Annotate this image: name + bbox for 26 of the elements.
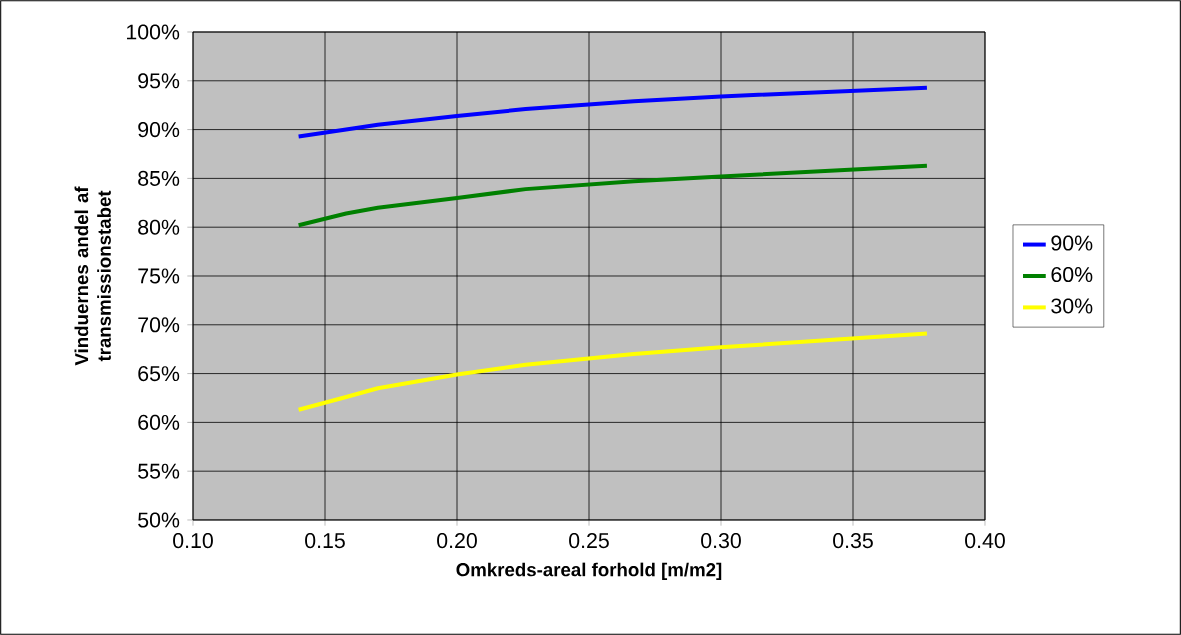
legend-label: 60%	[1051, 266, 1093, 283]
y-tick-label: 95%	[138, 73, 180, 89]
legend-label: 30%	[1051, 298, 1093, 314]
y-tick-label: 50%	[138, 512, 180, 528]
line-series	[296, 163, 929, 228]
y-tick-label: 80%	[138, 219, 180, 235]
legend-label: 90%	[1051, 235, 1093, 251]
y-tick-label: 60%	[138, 414, 180, 430]
y-tick-label: 85%	[138, 170, 180, 186]
y-axis-title: Vinduernes andel af transmissionstabet	[74, 186, 111, 366]
y-tick-label: 90%	[138, 122, 180, 138]
y-tick-label: 100%	[127, 24, 180, 40]
line-series	[296, 85, 929, 139]
x-tick-label: 0.25	[569, 533, 609, 549]
x-tick-label: 0.30	[701, 533, 741, 549]
x-tick-label: 0.40	[965, 533, 1005, 549]
x-axis-title: Omkreds-areal forhold [m/m2]	[456, 562, 722, 581]
y-tick-label: 75%	[138, 268, 180, 284]
y-tick-label: 65%	[138, 366, 180, 382]
x-tick-label: 0.35	[833, 533, 873, 549]
line-series	[296, 331, 929, 412]
x-tick-label: 0.10	[173, 533, 213, 549]
y-tick-label: 55%	[138, 463, 180, 479]
x-tick-label: 0.15	[305, 533, 345, 549]
y-tick-label: 70%	[138, 317, 180, 333]
x-tick-label: 0.20	[437, 533, 477, 549]
